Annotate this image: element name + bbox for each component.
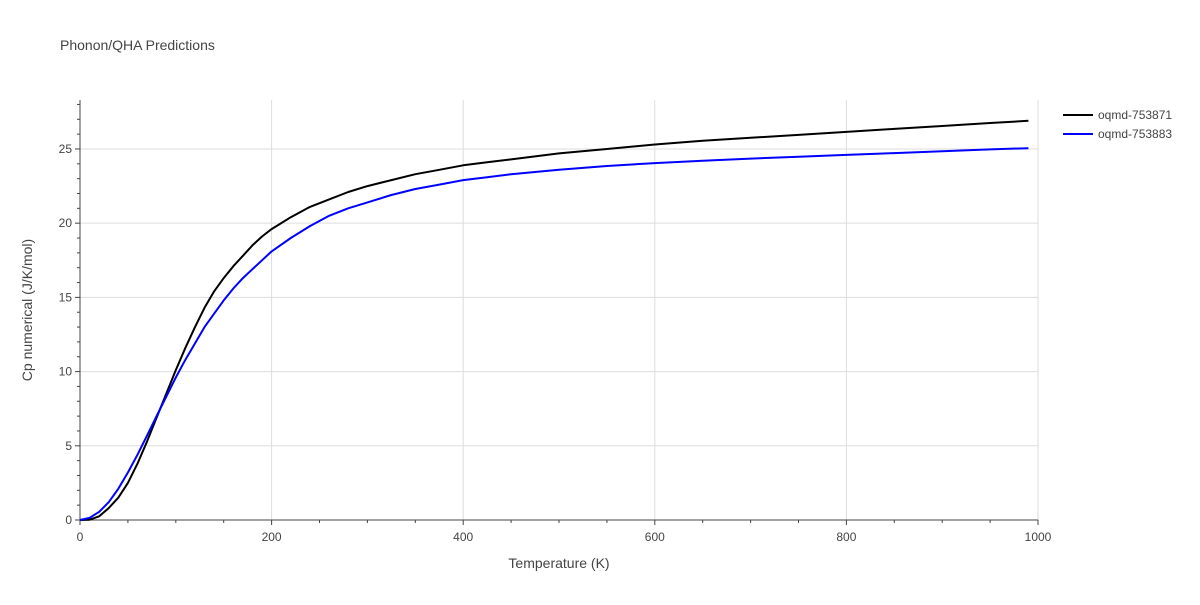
- legend-label[interactable]: oqmd-753883: [1098, 127, 1172, 141]
- x-tick-label: 800: [836, 530, 856, 544]
- y-tick-label: 25: [59, 142, 73, 156]
- grid-layer: [80, 100, 1039, 520]
- y-tick-label: 0: [65, 513, 72, 527]
- x-tick-label: 200: [262, 530, 282, 544]
- axis-layer: 0 200 400 600 800 1000 0 5 10 15 20 25: [59, 100, 1052, 544]
- legend[interactable]: oqmd-753871 oqmd-753883: [1063, 108, 1172, 141]
- x-tick-label: 0: [77, 530, 84, 544]
- series-layer: [79, 119, 1029, 521]
- series-line-oqmd-753871[interactable]: [79, 119, 1029, 521]
- chart-title: Phonon/QHA Predictions: [60, 37, 215, 53]
- y-tick-label: 10: [59, 365, 73, 379]
- y-tick-label: 15: [59, 290, 73, 304]
- x-tick-label: 400: [453, 530, 473, 544]
- y-tick-label: 5: [65, 439, 72, 453]
- y-tick-label: 20: [59, 216, 73, 230]
- y-axis-title: Cp numerical (J/K/mol): [19, 239, 35, 381]
- x-axis-title: Temperature (K): [508, 555, 609, 571]
- x-tick-label: 600: [645, 530, 665, 544]
- x-tick-label: 1000: [1025, 530, 1052, 544]
- legend-label[interactable]: oqmd-753871: [1098, 108, 1172, 122]
- series-line-oqmd-753883[interactable]: [79, 147, 1029, 521]
